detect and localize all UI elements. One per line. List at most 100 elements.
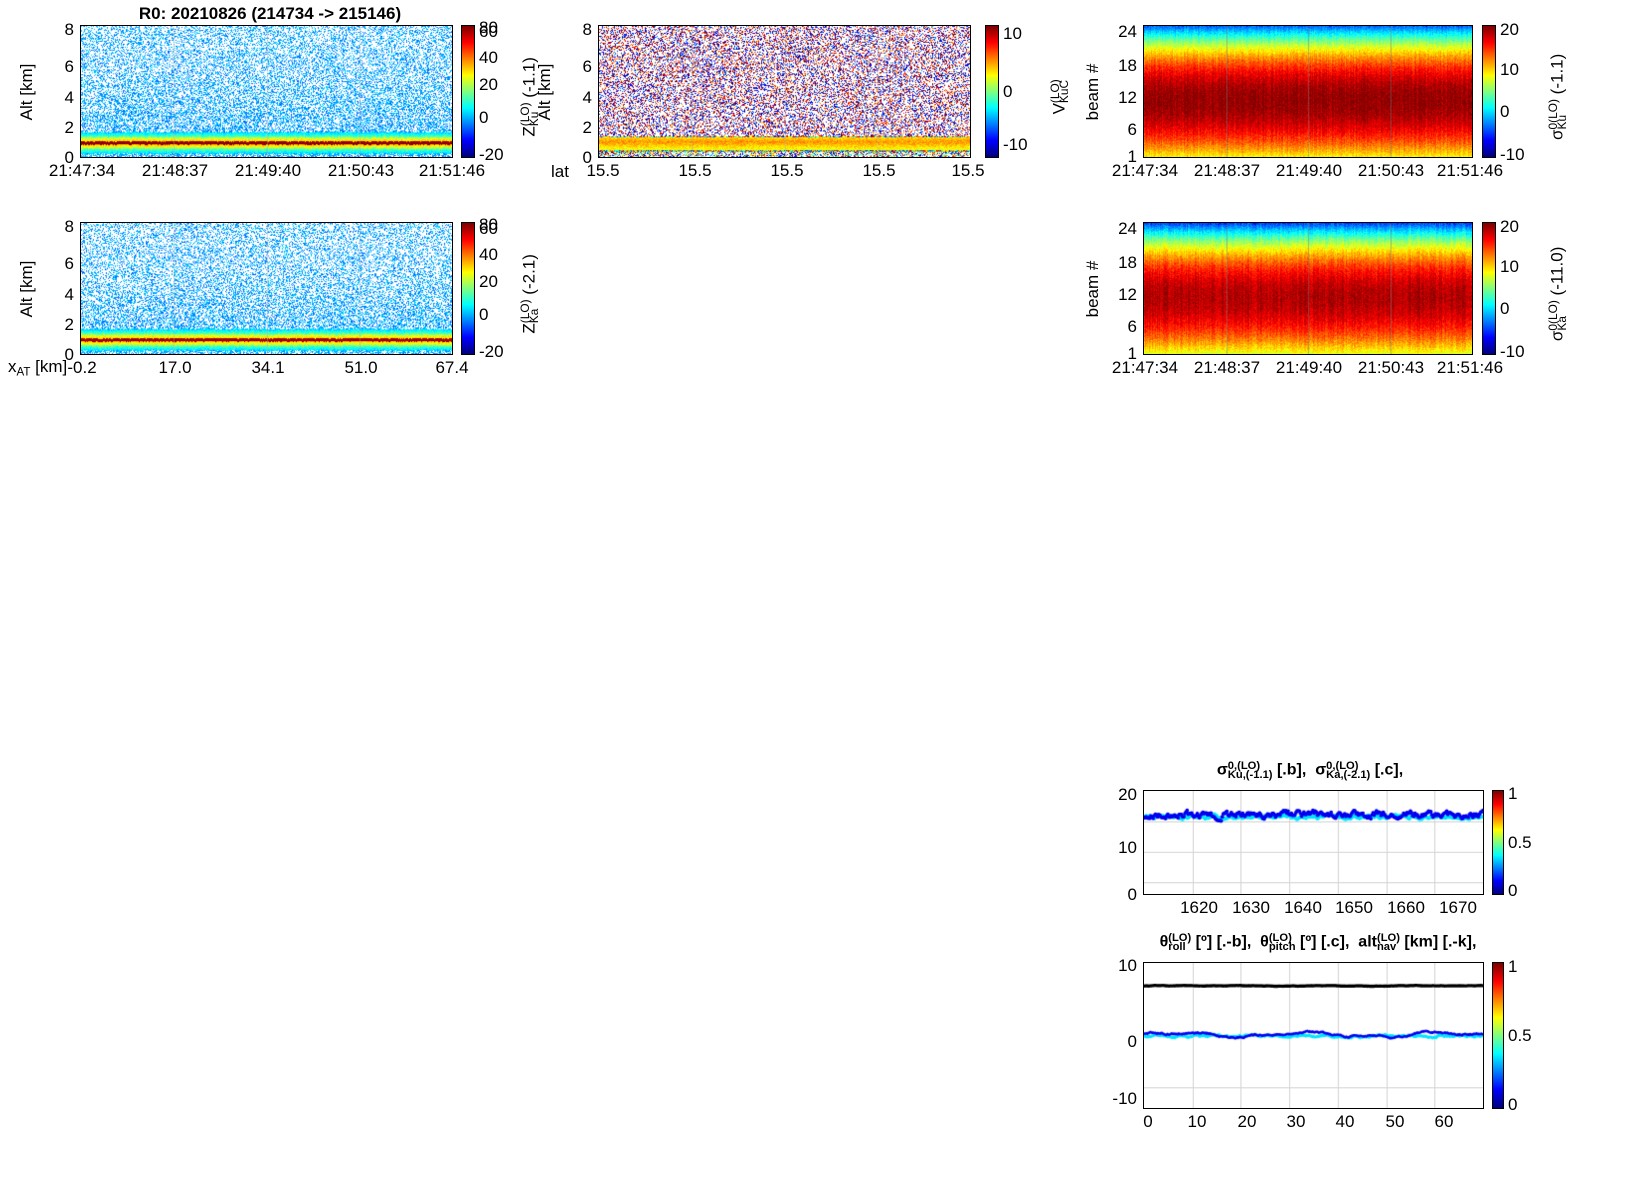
ytick: 0	[1127, 885, 1137, 904]
colorbar-tick: 10	[1500, 257, 1519, 276]
xtick: 21:51:46	[418, 161, 486, 180]
ytick: 1	[1127, 147, 1137, 166]
colorbar-tick: -10	[1500, 145, 1525, 164]
xtick: 21:47:34	[1111, 358, 1179, 377]
colorbar-tick: 40	[479, 48, 498, 67]
ytick: 18	[1118, 253, 1137, 272]
ytick: 2	[64, 315, 74, 334]
ytick: 0	[582, 148, 592, 167]
ytick: 8	[64, 217, 74, 236]
plot-area-zku[interactable]	[80, 25, 453, 158]
colorbar-tick: 80	[479, 18, 498, 37]
scatter-title-sigma0: σ 0,(LO) Ku,(-1.1) [.b], σ 0,(LO) Ka,(-2.1) …	[1216, 759, 1404, 781]
ytick: 20	[1118, 785, 1137, 804]
plot-area-vkuc[interactable]	[598, 25, 971, 158]
colorbar-tick: 20	[1500, 20, 1519, 39]
colorbar-tick: 20	[1500, 217, 1519, 236]
xtick: 21:49:40	[1275, 358, 1343, 377]
colorbar-sigma0-scatter[interactable]	[1492, 790, 1504, 895]
ytick: 6	[64, 57, 74, 76]
ytick: 4	[64, 88, 74, 107]
ytick: 0	[64, 345, 74, 364]
xtick: 21:48:37	[1193, 161, 1261, 180]
ytick: 1	[1127, 344, 1137, 363]
colorbar-label-vkuc: V (LO) KuC	[1047, 79, 1072, 115]
xtick: 21:51:46	[1436, 358, 1504, 377]
colorbar-tick: -20	[479, 342, 504, 361]
ytick: 18	[1118, 56, 1137, 75]
colorbar-tick: 0.5	[1508, 1026, 1532, 1045]
colorbar-tick: 20	[479, 75, 498, 94]
ytick: 6	[64, 254, 74, 273]
ytick: 10	[1118, 956, 1137, 975]
colorbar-tick: 0	[479, 305, 489, 324]
colorbar-vkuc[interactable]	[985, 25, 999, 158]
ytick: -10	[1112, 1089, 1137, 1108]
plot-area-zka[interactable]	[80, 222, 453, 355]
plot-area-sigma0-ka[interactable]	[1143, 222, 1473, 355]
ytick: 2	[64, 118, 74, 137]
xtick: 40	[1335, 1112, 1355, 1131]
colorbar-tick: 80	[479, 215, 498, 234]
colorbar-tick: 60	[479, 22, 498, 41]
ytick: 12	[1118, 285, 1137, 304]
xtick: 21:49:40	[1275, 161, 1343, 180]
xtick: 21:48:37	[1193, 358, 1261, 377]
axis-label-y: beam #	[1083, 63, 1102, 121]
page-title: R0: 20210826 (214734 -> 215146)	[138, 4, 402, 23]
xtick: 21:51:46	[1436, 161, 1504, 180]
colorbar-tick: 0	[1508, 1095, 1518, 1114]
axis-label-x-xat: xAT [km]	[8, 357, 68, 379]
xtick: 21:48:37	[141, 161, 209, 180]
ytick: 8	[582, 20, 592, 39]
plot-area-attitude-scatter[interactable]	[1143, 962, 1484, 1109]
xtick: 60	[1434, 1112, 1454, 1131]
axis-label-y: Alt [km]	[17, 260, 36, 318]
ytick: 2	[582, 118, 592, 137]
xtick: 21:47:34	[48, 161, 116, 180]
xtick: 21:50:43	[1357, 358, 1425, 377]
colorbar-sigma0-ka[interactable]	[1482, 222, 1496, 355]
ytick: 24	[1118, 22, 1137, 41]
colorbar-sigma0-ku[interactable]	[1482, 25, 1496, 158]
xtick: 50	[1385, 1112, 1405, 1131]
axis-label-x: lat	[551, 162, 569, 181]
colorbar-tick: 10	[1003, 24, 1022, 43]
plot-area-sigma0-ku[interactable]	[1143, 25, 1473, 158]
xtick: 1630	[1232, 898, 1270, 917]
colorbar-tick: 0	[1500, 102, 1510, 121]
ytick: 4	[582, 88, 592, 107]
colorbar-tick: -10	[1500, 342, 1525, 361]
colorbar-attitude-scatter[interactable]	[1492, 962, 1504, 1109]
colorbar-tick: 40	[479, 245, 498, 264]
xtick: 17.0	[158, 358, 192, 377]
colorbar-tick: 10	[1500, 60, 1519, 79]
ytick: 4	[64, 285, 74, 304]
axis-label-y: Alt [km]	[17, 63, 36, 121]
colorbar-tick: -20	[479, 145, 504, 164]
ytick: 10	[1118, 838, 1137, 857]
colorbar-zka[interactable]	[461, 222, 475, 355]
colorbar-tick: -10	[1003, 135, 1028, 154]
xtick: 34.1	[251, 358, 285, 377]
xtick: 1640	[1284, 898, 1322, 917]
colorbar-tick: 0	[1508, 881, 1518, 900]
plot-area-sigma0-scatter[interactable]	[1143, 790, 1484, 895]
axis-label-y: beam #	[1083, 260, 1102, 318]
colorbar-tick: 0	[1003, 82, 1013, 101]
ytick: 6	[1127, 317, 1137, 336]
colorbar-tick: 1	[1508, 957, 1518, 976]
colorbar-zku[interactable]	[461, 25, 475, 158]
xtick: 21:50:43	[1357, 161, 1425, 180]
colorbar-label-zka: Z (LO) Ka (-2.1)	[517, 254, 542, 334]
xtick: 15.5	[951, 161, 985, 180]
colorbar-tick: 0	[479, 108, 489, 127]
colorbar-tick: 60	[479, 219, 498, 238]
xtick: 21:50:43	[327, 161, 395, 180]
colorbar-label-sigma0-ku: σ 0(LO) Ku (-1.1)	[1545, 53, 1570, 140]
colorbar-tick: 0	[1500, 299, 1510, 318]
colorbar-tick: 0.5	[1508, 833, 1532, 852]
colorbar-tick: 20	[479, 272, 498, 291]
xtick: 21:47:34	[1111, 161, 1179, 180]
xtick: 1650	[1335, 898, 1373, 917]
